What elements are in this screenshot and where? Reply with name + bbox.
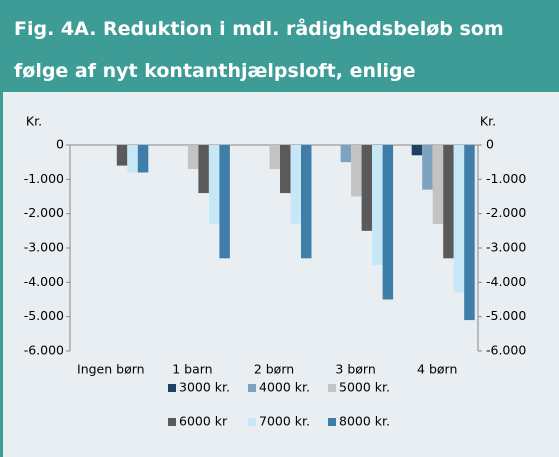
legend-label: 8000 kr.	[339, 414, 390, 429]
legend-swatch	[328, 384, 336, 392]
y-tick-label: -2.000	[24, 205, 64, 220]
y2-tick-label: -4.000	[486, 274, 526, 289]
bar	[198, 145, 209, 194]
y-axis-label: Kr.	[26, 114, 42, 129]
bar	[116, 145, 128, 166]
bar	[432, 145, 444, 224]
legend-swatch	[328, 418, 336, 426]
bar	[208, 145, 220, 224]
bar	[443, 145, 454, 259]
legend-label: 5000 kr.	[339, 380, 390, 395]
bar	[301, 145, 312, 259]
bar	[219, 145, 230, 259]
y-tick-label: 0	[56, 137, 64, 152]
border	[0, 92, 3, 457]
header: Fig. 4A. Reduktion i mdl. rådighedsbeløb…	[0, 0, 559, 92]
bar	[411, 145, 423, 156]
legend-label: 6000 kr	[179, 414, 228, 429]
y2-tick-label: 0	[486, 137, 494, 152]
y-tick-label: -5.000	[24, 308, 64, 323]
x-tick-label: 2 børn	[254, 362, 294, 377]
legend-swatch	[248, 384, 256, 392]
x-tick-label: 4 børn	[417, 362, 457, 377]
bar	[351, 145, 362, 197]
x-tick-label: Ingen børn	[77, 362, 145, 377]
y2-tick-label: -6.000	[486, 343, 526, 358]
bar	[372, 145, 383, 266]
legend-label: 4000 kr.	[259, 380, 310, 395]
y-tick-label: -6.000	[24, 343, 64, 358]
legend-swatch	[168, 418, 176, 426]
y-tick-label: -3.000	[24, 240, 64, 255]
bar	[340, 145, 352, 163]
legend-swatch	[168, 384, 176, 392]
y-tick-label: -4.000	[24, 274, 64, 289]
y2-tick-label: -5.000	[486, 308, 526, 323]
bar	[269, 145, 280, 170]
y-tick-label: -1.000	[24, 171, 64, 186]
bar	[453, 145, 465, 293]
y2-tick-label: -2.000	[486, 205, 526, 220]
x-tick-label: 1 barn	[172, 362, 212, 377]
y2-tick-label: -3.000	[486, 240, 526, 255]
bar	[464, 145, 475, 321]
bar	[187, 145, 199, 170]
y2-axis-label: Kr.	[480, 114, 496, 129]
y2-tick-label: -1.000	[486, 171, 526, 186]
title-line: Fig. 4A. Reduktion i mdl. rådighedsbeløb…	[14, 18, 504, 40]
bar	[137, 145, 149, 173]
legend-swatch	[248, 418, 256, 426]
bar	[127, 145, 138, 173]
title-line: følge af nyt kontanthjælpsloft, enlige	[14, 60, 416, 82]
bar	[361, 145, 373, 231]
bar	[280, 145, 291, 194]
bar	[422, 145, 433, 190]
legend-label: 3000 kr.	[179, 380, 230, 395]
bar	[382, 145, 394, 300]
legend-label: 7000 kr.	[259, 414, 310, 429]
bar	[290, 145, 301, 224]
x-tick-label: 3 børn	[335, 362, 375, 377]
